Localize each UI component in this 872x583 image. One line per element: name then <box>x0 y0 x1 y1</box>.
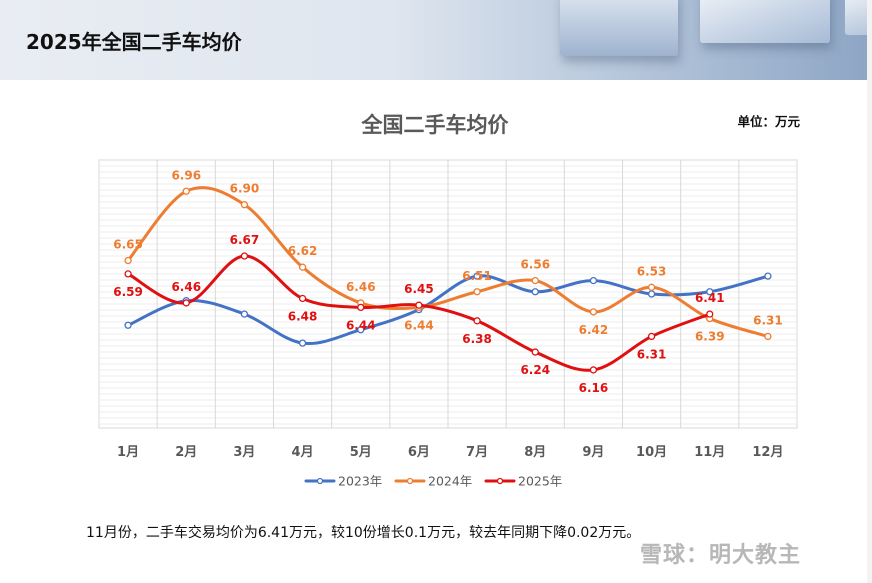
data-point <box>124 321 132 329</box>
data-point <box>357 303 365 312</box>
x-tick-label: 6月 <box>408 445 430 460</box>
x-axis: 1月 2月 3月 4月 5月 6月 7月 8月 9月 10月 11月 12月 <box>117 445 783 460</box>
side-strip <box>867 0 872 583</box>
data-point <box>764 332 772 341</box>
data-point <box>706 310 714 318</box>
legend: 2023年 2024年 2025年 <box>304 474 562 489</box>
data-point <box>298 263 307 271</box>
data-point <box>589 366 598 374</box>
summary-text: 11月份，二手车交易均价为6.41万元，较10份增长0.1万元，较去年同期下降0… <box>86 525 641 541</box>
data-label: 6.31 <box>637 347 667 361</box>
data-label: 6.31 <box>753 313 783 327</box>
data-point <box>182 299 190 307</box>
x-tick-label: 2月 <box>175 445 197 460</box>
data-label: 6.51 <box>462 269 492 283</box>
decorative-cube <box>700 0 830 43</box>
x-tick-label: 12月 <box>752 445 783 460</box>
unit-label: 单位：万元 <box>737 114 800 129</box>
data-labels: 6.65 6.96 6.90 6.62 6.46 6.44 6.51 6.56 6.42 6.53… <box>113 168 782 395</box>
data-label: 6.38 <box>462 332 492 346</box>
data-point <box>706 288 714 296</box>
data-label: 6.44 <box>404 318 434 332</box>
data-point <box>473 272 481 280</box>
data-point <box>589 308 598 316</box>
x-tick-label: 3月 <box>233 445 255 460</box>
data-point <box>240 310 249 318</box>
header-banner: 2025年全国二手车均价 <box>0 0 867 80</box>
data-point <box>415 301 423 309</box>
x-tick-label: 9月 <box>582 445 604 460</box>
data-point <box>357 326 365 334</box>
data-label: 6.16 <box>579 381 609 395</box>
data-point <box>764 272 772 280</box>
legend-marker <box>496 477 504 485</box>
legend-marker <box>316 477 324 485</box>
data-label: 6.45 <box>404 282 434 296</box>
data-label: 6.62 <box>288 244 318 258</box>
legend-label: 2023年 <box>338 474 382 489</box>
data-point <box>647 290 656 298</box>
data-point <box>473 288 481 296</box>
data-point <box>124 270 132 278</box>
x-tick-label: 11月 <box>694 445 725 460</box>
data-label: 6.42 <box>579 323 609 337</box>
data-label: 6.65 <box>113 238 143 252</box>
data-label: 6.67 <box>230 233 260 247</box>
data-point <box>531 288 539 296</box>
data-label: 6.46 <box>346 280 376 294</box>
x-tick-label: 8月 <box>524 445 546 460</box>
chart-title: 全国二手车均价 <box>361 113 510 137</box>
data-label: 6.90 <box>230 182 260 196</box>
data-label: 6.56 <box>520 258 550 272</box>
x-tick-label: 7月 <box>466 445 488 460</box>
data-point <box>124 256 132 265</box>
data-label: 6.96 <box>171 168 201 182</box>
data-point <box>531 276 539 285</box>
x-tick-label: 4月 <box>292 445 314 460</box>
data-point <box>182 187 190 195</box>
legend-marker <box>406 477 414 485</box>
data-label: 6.39 <box>695 330 725 344</box>
data-point <box>298 294 307 303</box>
data-label: 6.59 <box>113 285 143 299</box>
data-label: 6.41 <box>695 291 725 305</box>
data-label: 6.44 <box>346 318 376 332</box>
data-point <box>240 201 249 209</box>
data-label: 6.24 <box>520 363 550 377</box>
data-point <box>298 339 307 347</box>
watermark: 雪球：明大教主 <box>640 543 802 568</box>
data-point <box>531 348 539 356</box>
data-point <box>647 283 656 291</box>
data-point <box>589 276 598 285</box>
data-label: 6.53 <box>637 264 667 278</box>
data-point <box>240 252 249 260</box>
legend-label: 2024年 <box>428 474 472 489</box>
data-point <box>647 332 656 341</box>
page-title: 2025年全国二手车均价 <box>26 30 242 54</box>
x-tick-label: 1月 <box>117 445 139 460</box>
decorative-cube <box>560 0 678 56</box>
x-tick-label: 5月 <box>350 445 372 460</box>
series-points <box>124 187 772 374</box>
data-label: 6.46 <box>171 280 201 294</box>
data-point <box>473 317 481 325</box>
x-tick-label: 10月 <box>636 445 667 460</box>
decorative-cube <box>845 0 867 35</box>
data-label: 6.48 <box>288 309 318 323</box>
legend-label: 2025年 <box>518 474 562 489</box>
